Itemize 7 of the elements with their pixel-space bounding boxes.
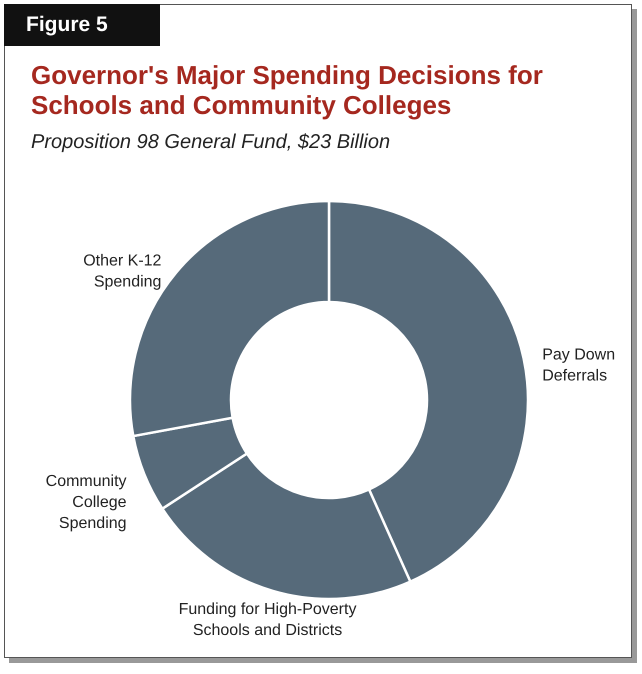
caption: Figure 5	[4, 4, 160, 46]
slice-label: Community College Spending	[46, 472, 127, 532]
slice-label: Other K-12 Spending	[83, 252, 162, 291]
chart-title: Governor's Major Spending Decisions for Schools and Community Colleges	[31, 60, 544, 120]
slice-label: Pay Down Deferrals	[542, 346, 616, 384]
slice-label: Funding for High-Poverty Schools and Districts	[178, 601, 356, 640]
chart-subtitle: Proposition 98 General Fund, $23 Billion	[31, 131, 390, 154]
